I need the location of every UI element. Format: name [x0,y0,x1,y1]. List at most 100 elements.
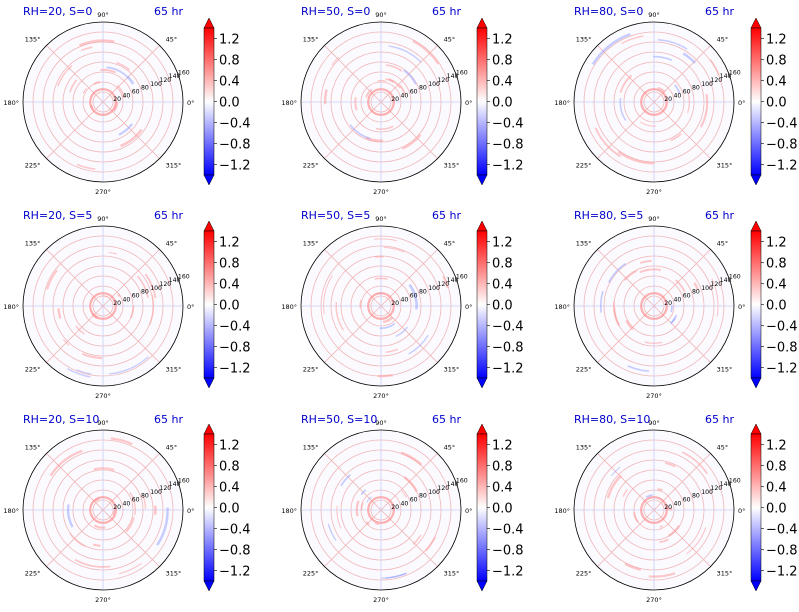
data-feature [442,275,449,289]
panel-title: RH=50, S=10 [301,413,377,426]
data-feature [412,40,440,65]
radial-tick-label: 40 [400,296,408,303]
angle-tick-label: 180° [281,507,297,515]
panel-time-label: 65 hr [705,5,734,18]
colorbar-tick-label: 0.8 [766,54,787,69]
colorbar-tick-label: 0.8 [492,54,513,69]
angle-tick-label: 180° [3,99,19,107]
data-feature [367,88,395,116]
data-feature [106,66,130,79]
colorbar-tick-label: −1.2 [766,362,798,377]
colorbar-extend-min [750,377,762,389]
data-feature [614,307,620,325]
colorbar-tick-label: −1.2 [219,565,251,580]
angle-tick-label: 180° [3,507,19,515]
colorbar-extend-max [203,220,215,232]
data-feature [667,525,680,537]
radial-tick-label: 60 [132,497,140,504]
colorbar-tick-label: 0.0 [219,502,240,517]
angle-tick-label: 90° [648,215,660,223]
angle-tick-label: 0° [738,99,745,107]
radial-tick-label: 40 [122,92,130,99]
colorbar-tick-label: 1.2 [219,236,240,251]
data-feature [385,77,395,83]
colorbar-gradient [203,27,215,176]
colorbar-tick-label: −0.8 [219,138,251,153]
data-feature [403,69,417,85]
angle-tick-label: 270° [373,596,389,604]
colorbar-tick-label: −1.2 [219,362,251,377]
colorbar-tick-label: 0.8 [492,257,513,272]
angle-tick-label: 315° [717,570,733,578]
colorbar: 1.2 0.8 0.4 0.0 −0.4 −0.8 −1.2 [203,17,251,186]
data-feature [591,32,631,66]
colorbar-gradient [476,433,488,582]
radial-tick-label: 160 [729,477,741,484]
colorbar-tick-label: 0.0 [492,299,513,314]
angle-tick-label: 0° [738,303,745,311]
colorbar-tick-label: −0.8 [492,544,524,559]
radial-tick-label: 20 [113,300,121,307]
data-feature [639,259,652,264]
radial-tick-label: 140 [720,481,732,488]
colorbar-tick-label: −0.8 [219,544,251,559]
colorbar-extend-min [750,580,762,592]
colorbar-tick-label: −0.4 [492,320,524,335]
angle-tick-label: 180° [554,507,570,515]
data-feature [112,101,119,112]
colorbar-tick-label: 0.8 [219,54,240,69]
radial-tick-label: 120 [159,281,171,288]
panel-title: RH=80, S=10 [574,413,650,426]
angle-tick-label: 135° [576,443,592,451]
colorbar-extend-min [203,174,215,186]
colorbar-gradient [750,230,762,379]
colorbar-tick-label: 0.8 [219,460,240,475]
radial-tick-label: 60 [132,293,140,300]
panel-title: RH=20, S=0 [23,5,92,18]
data-feature [323,275,333,314]
angle-tick-label: 90° [97,11,109,19]
radial-tick-label: 160 [178,69,190,76]
data-feature [711,278,719,317]
colorbar-extend-max [203,423,215,435]
data-feature [674,279,686,293]
colorbar-tick-label: −0.8 [492,138,524,153]
data-feature [402,134,422,150]
colorbar-tick-label: −0.8 [766,544,798,559]
data-feature [367,292,395,320]
angle-tick-label: 90° [97,215,109,223]
colorbar-tick-label: 0.0 [766,299,787,314]
angle-tick-label: 270° [646,596,662,604]
radial-tick-label: 120 [437,485,449,492]
radial-tick-label: 160 [729,273,741,280]
radial-tick-label: 80 [419,85,427,92]
data-feature [401,490,407,498]
data-feature [621,35,644,45]
data-feature [374,522,380,526]
angle-tick-label: 225° [25,570,41,578]
angle-tick-label: 90° [375,11,387,19]
colorbar-tick-label: −0.8 [219,341,251,356]
radial-tick-label: 160 [178,273,190,280]
angle-tick-label: 225° [25,366,41,374]
data-feature [681,451,708,475]
data-feature [398,84,407,96]
colorbar: 1.2 0.8 0.4 0.0 −0.4 −0.8 −1.2 [476,220,524,389]
radial-tick-label: 140 [447,73,459,80]
angle-tick-label: 45° [444,35,456,43]
colorbar-tick-label: −0.8 [492,341,524,356]
data-feature [366,496,372,503]
data-feature [382,316,394,324]
radial-tick-label: 60 [410,89,418,96]
colorbar-tick-label: −0.4 [492,117,524,132]
data-feature [624,562,642,571]
angle-tick-label: 45° [166,239,178,247]
radial-tick-label: 20 [391,300,399,307]
data-feature [100,68,116,74]
colorbar-tick-label: −0.4 [766,523,798,538]
radial-tick-label: 100 [150,489,162,496]
angle-tick-label: 225° [303,570,319,578]
radial-tick-label: 120 [710,485,722,492]
